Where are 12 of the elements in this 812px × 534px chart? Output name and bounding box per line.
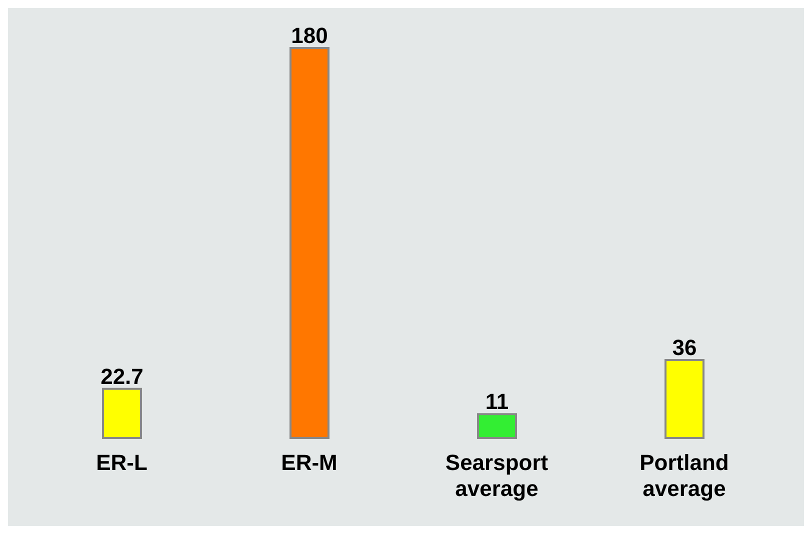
bar [102,388,142,439]
bar [290,47,330,439]
bar [477,413,517,439]
data-label: 11 [485,389,509,414]
data-label: 180 [291,23,328,48]
x-tick-label: ER-M [281,450,338,475]
data-label: 36 [672,335,697,360]
data-label: 22.7 [100,364,144,389]
x-tick-label: ER-L [96,450,148,475]
x-tick-label: Searsport average [445,450,549,501]
bar [664,359,704,439]
x-tick-label: Portland average [640,450,729,501]
